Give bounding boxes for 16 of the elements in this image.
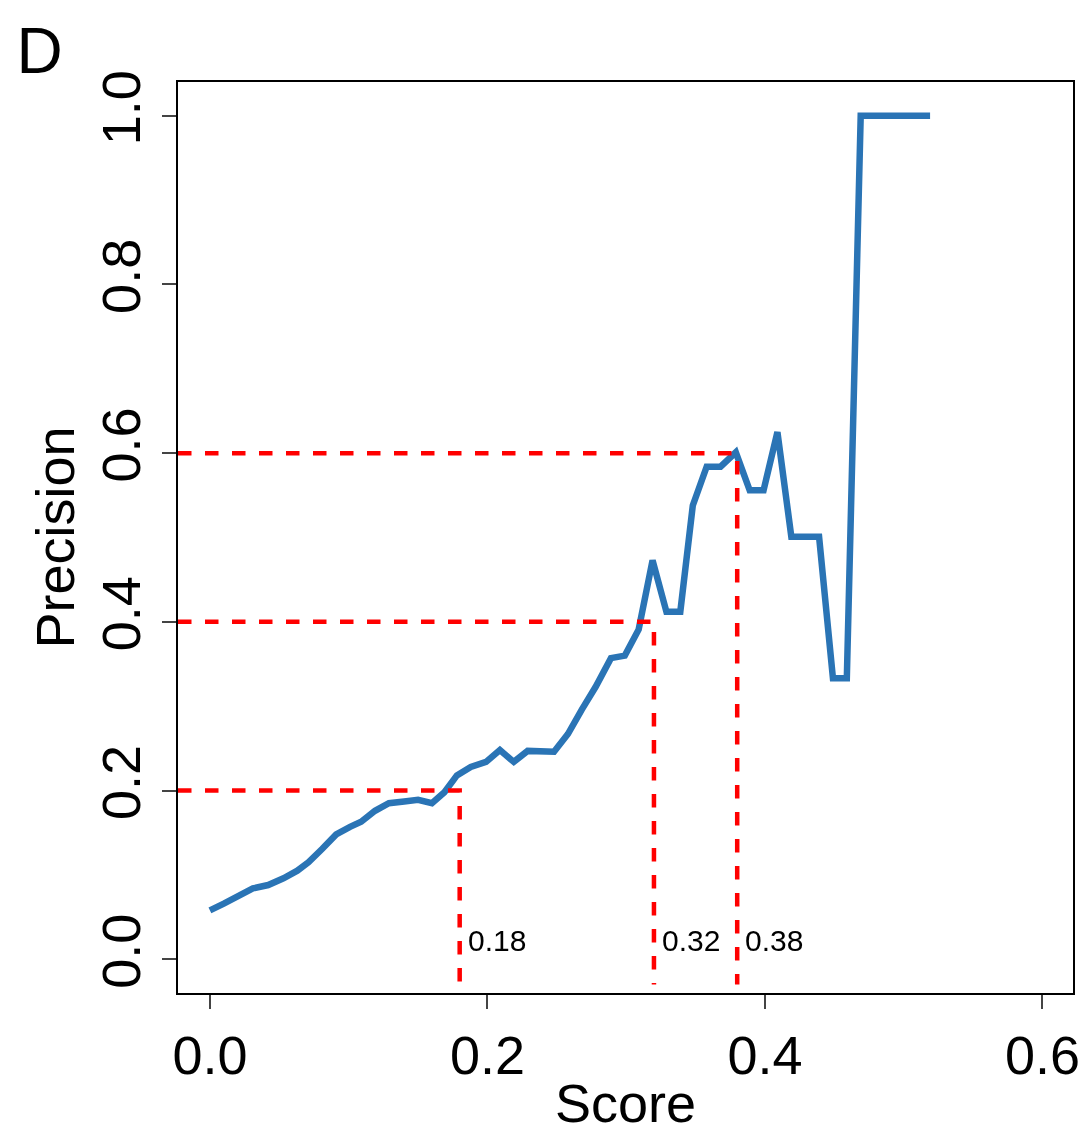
annotation: 0.32	[662, 924, 721, 957]
y-tick-label: 0.2	[91, 744, 152, 820]
y-tick-label: 0.8	[91, 238, 152, 314]
y-axis-title: Precision	[24, 426, 85, 649]
y-tick-label: 1.0	[91, 70, 152, 146]
x-tick-label: 0.0	[172, 1024, 248, 1085]
x-axis-title: Score	[554, 1072, 697, 1133]
x-tick-label: 0.6	[1004, 1024, 1081, 1085]
y-tick-label: 0.6	[91, 407, 152, 483]
chart-title: D	[16, 15, 63, 88]
annotation: 0.18	[468, 924, 527, 957]
x-tick-label: 0.2	[449, 1024, 525, 1085]
y-tick-label: 0.0	[91, 913, 152, 989]
y-tick-label: 0.4	[91, 576, 152, 652]
annotation: 0.38	[745, 924, 804, 957]
x-tick-label: 0.4	[727, 1024, 803, 1085]
